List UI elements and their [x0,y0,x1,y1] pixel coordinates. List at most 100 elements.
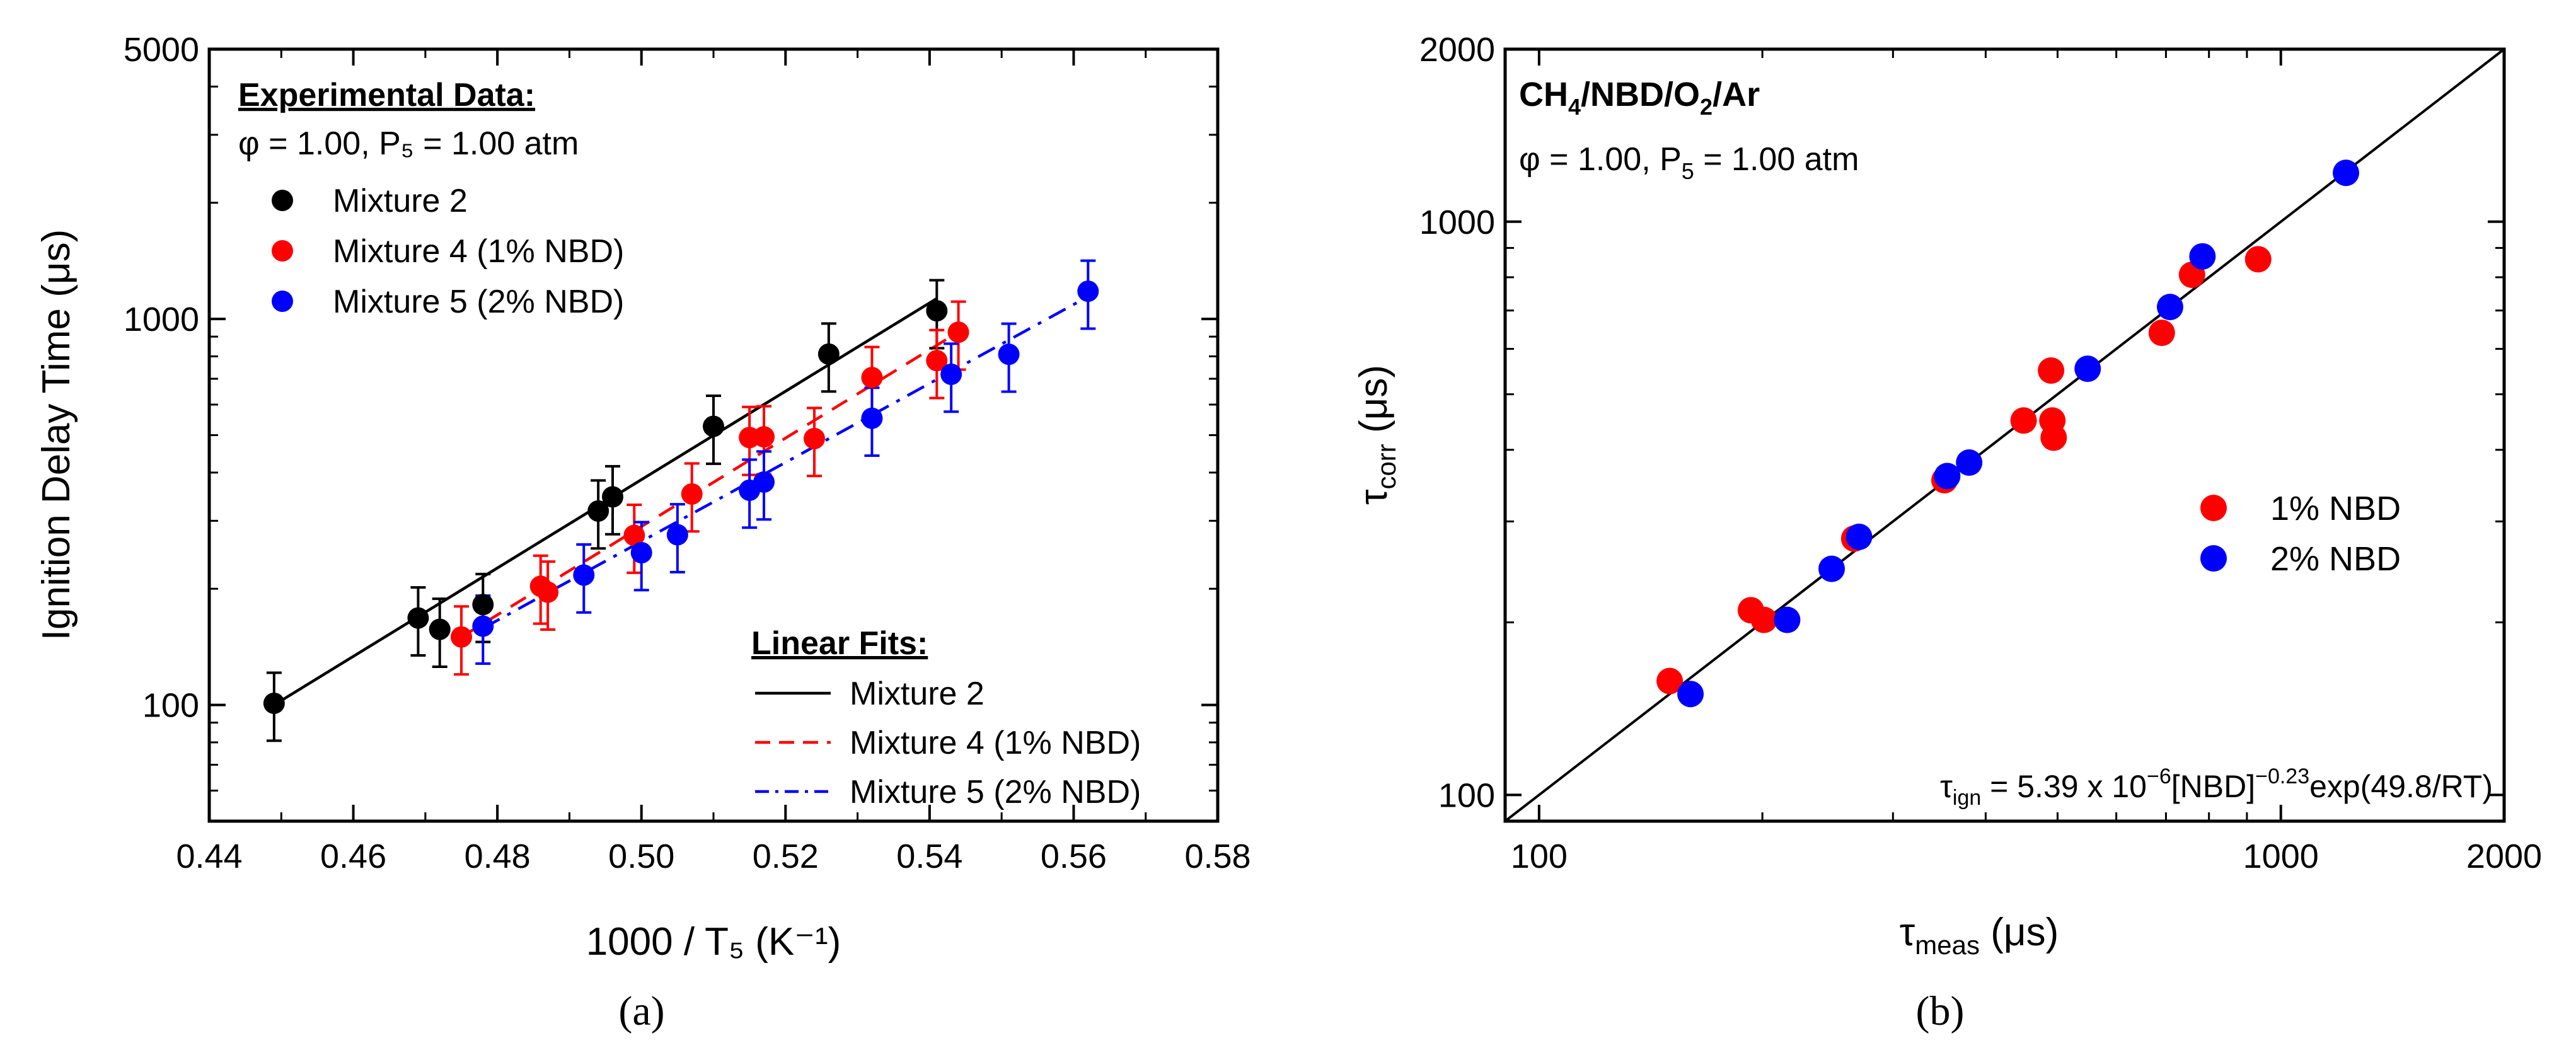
panel-a-data-point [947,321,969,343]
panel-a-y-tick-label: 1000 [124,301,199,338]
panel-a-points [263,280,1099,714]
panel-a-x-tick-label: 0.46 [320,838,386,875]
panel-b-data-point [2156,294,2183,321]
panel-b-legend-marker [2200,495,2227,521]
panel-a-legend-label: Mixture 2 [333,183,468,219]
panel-b-data-point [2038,357,2065,384]
panel-a-data-point [587,500,609,522]
panel-a-x-tick-label: 0.54 [896,838,962,875]
panel-b-data-point [1845,523,1873,550]
panel-b-data-point [1818,555,1845,582]
panel-a-fit-legend-label: Mixture 4 (1% NBD) [850,725,1141,761]
panel-a-y-tick-labels: 100 1000 5000 [124,31,199,725]
panel-b-data-point [1656,667,1684,694]
panel-a-y-tick-label: 100 [142,687,199,725]
panel-a-x-axis-label: 1000 / T₅ (K⁻¹) [586,920,841,964]
panel-b-data-point [2189,243,2216,270]
panel-a-data-point [537,581,559,603]
panel-a-y-axis-label: Ignition Delay Time (μs) [35,229,78,640]
panel-b-y-tick-label: 2000 [1419,31,1495,69]
panel-b-data-point [2148,320,2175,347]
panel-b-x-axis-label: τmeas (μs) [1900,911,2059,960]
panel-b-data-point [2244,246,2272,273]
panel-b-label: (b) [1916,988,1965,1034]
panel-a-legend-label: Mixture 5 (2% NBD) [333,284,624,320]
panel-a-data-point [623,524,645,546]
panel-a-data-point [472,615,494,637]
panel-b-title: CH4/NBD/O2/Ar [1519,76,1760,120]
panel-a-data-point [817,343,840,365]
panel-a-legend-subtitle: φ = 1.00, P₅ = 1.00 atm [238,125,579,162]
panel-a-legend-marker [272,240,293,262]
panel-a-legend-marker [272,190,293,211]
panel-a-label: (a) [618,988,664,1034]
panel-b-x-tick-label: 1000 [2243,838,2319,875]
panel-b-legend-label: 2% NBD [2270,540,2401,578]
panel-b-x-tick-label: 2000 [2466,838,2542,875]
panel-b-legend-marker [2200,545,2227,572]
panel-a-data-point [602,486,623,508]
panel-a-data-point [861,407,883,429]
panel-b-data-point [1677,681,1704,708]
panel-b-x-tick-labels: 100 1000 2000 [1511,838,2542,875]
panel-a-data-point [753,471,775,493]
panel-b-data-point [2040,424,2067,451]
panel-a-legend-label: Mixture 4 (1% NBD) [333,233,624,270]
panel-b-data-point [1750,606,1777,633]
panel-a-x-tick-label: 0.58 [1184,838,1250,875]
panel-b-subtitle: φ = 1.00, P5 = 1.00 atm [1519,141,1859,184]
panel-b-y-tick-label: 1000 [1419,204,1495,241]
panel-b-y-axis-label: τcorr (μs) [1352,365,1401,505]
panel-a-x-tick-label: 0.44 [176,838,242,875]
panel-a-data-point [703,415,724,437]
panel-b-points [1656,159,2360,708]
panel-a-y-tick-label: 5000 [124,31,199,69]
panel-a-data-point [681,483,703,505]
panel-a-data-point [861,367,883,389]
panel-a-data-point [666,524,688,546]
panel-a-legend-marker [272,291,293,312]
panel-b-legend: 1% NBD 2% NBD [2200,490,2401,578]
panel-a-data-point [998,343,1020,366]
panel-b-data-point [2333,159,2360,187]
panel-a-error-bars [266,259,1096,742]
panel-b-plot-frame [1503,47,2506,823]
panel-a-fit-legend-label: Mixture 2 [850,676,985,712]
panel-a-x-tick-label: 0.52 [753,838,819,875]
panel-b-data-point [1956,449,1983,476]
panel-a-fit-line [482,291,1096,630]
panel-a-x-tick-label: 0.48 [465,838,531,875]
panel-b-correlation-equation: τign = 5.39 x 10−6[NBD]−0.23exp(49.8/RT) [1940,764,2493,810]
panel-a-x-tick-label: 0.50 [608,838,674,875]
panel-a-data-point [429,618,451,640]
panel-a-chart: 0.44 0.46 0.48 0.50 0.52 0.54 0.56 0.58 100 1000… [35,31,1251,1034]
panel-a-data-point [940,363,962,385]
panel-b-y-tick-label: 100 [1438,776,1495,814]
panel-a-x-tick-label: 0.56 [1041,838,1107,875]
panel-a-data-point [472,594,494,616]
panel-a-data-point [804,427,825,449]
panel-a-data-point [926,300,948,322]
panel-a-data-point [573,564,595,586]
panel-a-data-point [407,607,429,629]
panel-b-data-point [2010,407,2037,434]
panel-b-y-tick-labels: 100 1000 2000 [1419,31,1495,814]
panel-a-fit-legend-title: Linear Fits: [751,625,928,662]
panel-a-data-point [451,626,472,648]
panel-a-fit-legend-label: Mixture 5 (2% NBD) [850,774,1141,810]
panel-a-fit-legend: Mixture 2 Mixture 4 (1% NBD) Mixture 5 (2%… [755,676,1141,810]
panel-b-data-point [2074,355,2101,383]
panel-a-data-point [1077,280,1099,302]
panel-a-legend-title: Experimental Data: [238,77,535,113]
panel-a-data-point [926,350,948,372]
panel-a-data-point [753,426,775,448]
panel-a-data-point [630,542,652,564]
panel-a-x-tick-labels: 0.44 0.46 0.48 0.50 0.52 0.54 0.56 0.58 [176,838,1250,875]
panel-a-data-point [263,692,285,714]
panel-b-data-point [1774,606,1801,633]
panel-b-data-point [1934,463,1961,490]
panel-b-chart: 100 1000 2000 100 1000 2000 τmeas (μs) τcorr… [1352,31,2542,1034]
panel-b-x-tick-label: 100 [1511,838,1568,875]
panel-b-legend-label: 1% NBD [2270,490,2401,527]
